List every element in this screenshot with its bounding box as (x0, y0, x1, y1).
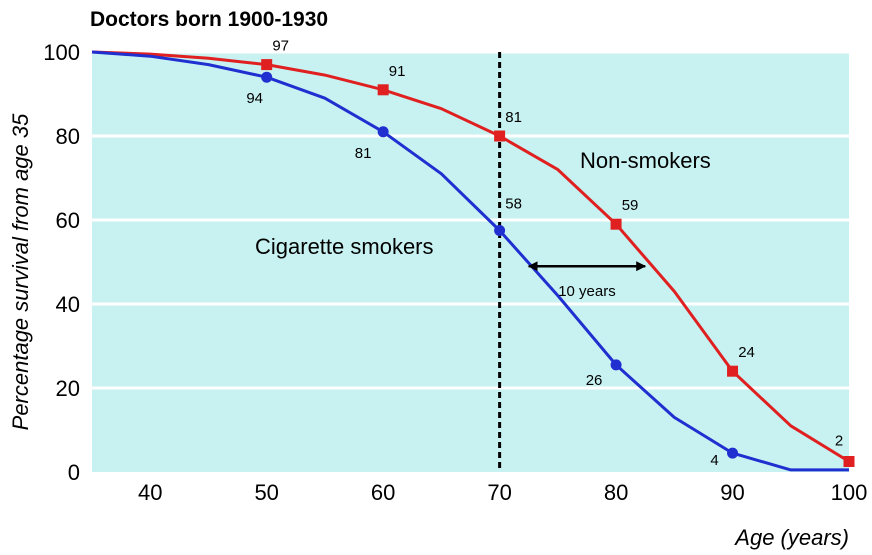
grid-lines (92, 50, 849, 390)
x-tick-label: 70 (487, 480, 511, 505)
data-label: 81 (505, 109, 522, 126)
data-point-square (261, 59, 273, 71)
x-tick-label: 80 (604, 480, 628, 505)
series-cigarette-smokers: 94 81 58 26 4 (91, 50, 849, 472)
series-layer: 97 91 81 59 24 2 94 81 58 26 4 (91, 38, 855, 472)
data-point-square (610, 218, 622, 230)
data-label: 81 (355, 145, 372, 162)
y-axis-label: Percentage survival from age 35 (8, 113, 33, 430)
y-tick-label: 80 (56, 124, 80, 149)
x-tick-label: 50 (254, 480, 278, 505)
data-label: 94 (246, 90, 263, 107)
data-point-square (727, 365, 739, 377)
x-axis-ticks: 40 50 60 70 80 90 100 (138, 480, 867, 505)
data-point-circle (261, 71, 273, 83)
series-label-cigarette-smokers: Cigarette smokers (255, 234, 434, 259)
data-label: 26 (586, 372, 603, 389)
data-label: 24 (738, 344, 755, 361)
arrow-label: 10 years (558, 283, 616, 300)
x-axis-label: Age (years) (733, 525, 849, 550)
series-non-smokers: 97 91 81 59 24 2 (91, 38, 855, 467)
data-point-square (494, 130, 506, 142)
ten-year-annotation: 10 years (527, 261, 647, 300)
y-tick-label: 40 (56, 292, 80, 317)
series-line (91, 50, 849, 472)
data-label: 58 (505, 196, 522, 213)
y-tick-label: 60 (56, 208, 80, 233)
data-label: 97 (272, 38, 289, 55)
x-tick-label: 90 (720, 480, 744, 505)
series-line (91, 50, 850, 463)
data-point-circle (610, 359, 622, 371)
data-point-square (843, 456, 855, 467)
data-point-square (377, 84, 389, 96)
data-point-circle (377, 126, 389, 138)
x-tick-label: 100 (831, 480, 868, 505)
x-tick-label: 40 (138, 480, 162, 505)
y-tick-label: 100 (43, 40, 80, 65)
plot-area (92, 52, 849, 472)
data-label: 2 (835, 433, 843, 450)
data-label: 59 (622, 197, 639, 214)
y-axis-ticks: 0 20 40 60 80 100 (43, 40, 80, 485)
y-tick-label: 0 (68, 460, 80, 485)
chart-title: Doctors born 1900-1930 (90, 8, 328, 31)
series-label-non-smokers: Non-smokers (580, 148, 711, 173)
y-tick-label: 20 (56, 376, 80, 401)
data-label: 91 (389, 63, 406, 80)
data-point-circle (727, 447, 739, 459)
x-tick-label: 60 (371, 480, 395, 505)
data-point-circle (494, 225, 506, 236)
data-label: 4 (710, 452, 718, 469)
